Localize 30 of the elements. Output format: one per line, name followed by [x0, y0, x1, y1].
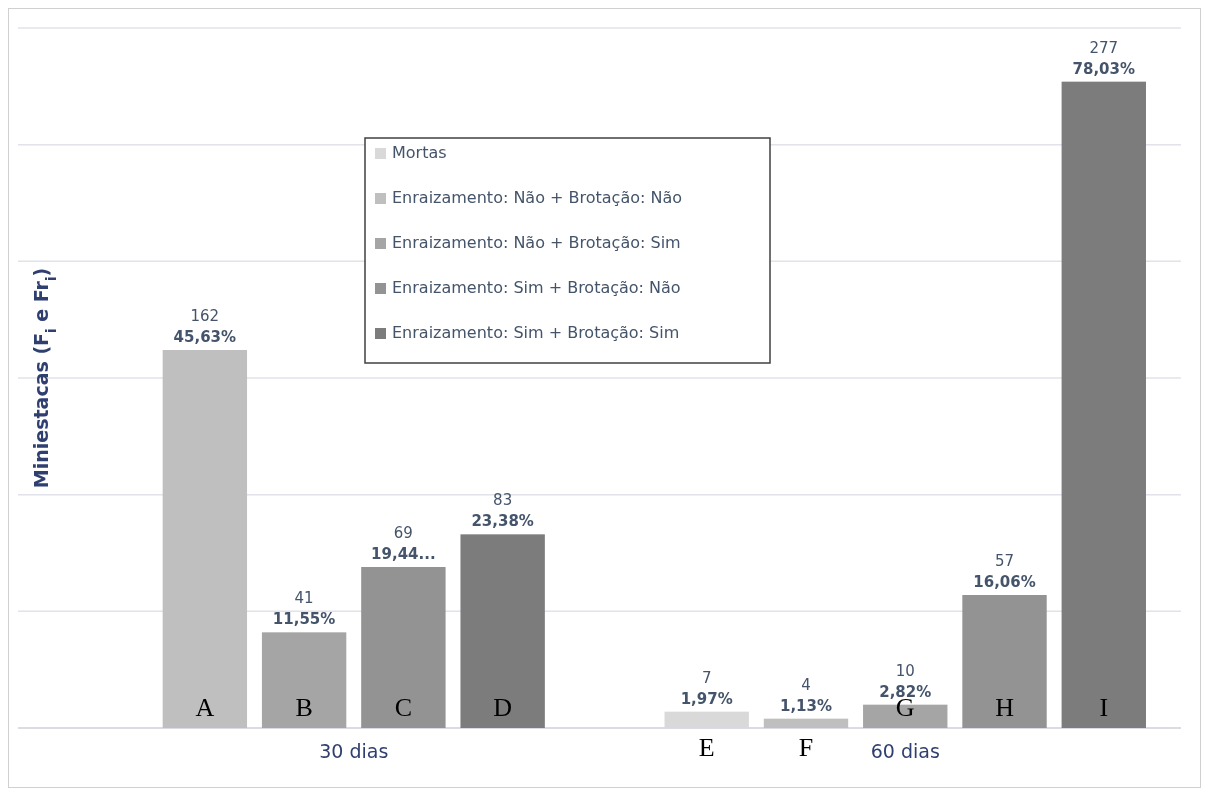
- annotation: H: [995, 693, 1015, 722]
- annotation: I: [1099, 693, 1109, 722]
- bar: [763, 718, 849, 728]
- data-label: 4 1,13%: [779, 675, 832, 715]
- legend-label: Enraizamento: Sim + Brotação: Não: [392, 278, 681, 297]
- text: E: [698, 733, 715, 762]
- annotation: A: [195, 693, 215, 722]
- legend-label: Enraizamento: Não + Brotação: Sim: [392, 233, 681, 252]
- data-label: 83 23,38%: [471, 491, 534, 531]
- legend-label: Mortas: [392, 143, 447, 162]
- bar: [1061, 81, 1146, 728]
- annotation: B: [295, 693, 313, 722]
- annotation: D: [493, 693, 513, 722]
- x-tick-label: 30 dias: [319, 740, 389, 762]
- bar: [361, 567, 446, 728]
- data-label: 41 11,55%: [272, 589, 336, 629]
- data-label: 277 78,03%: [1072, 38, 1136, 78]
- data-label: 69 19,44...: [371, 524, 436, 563]
- data-label: 162 45,63%: [173, 307, 237, 346]
- legend-label: Enraizamento: Sim + Brotação: Sim: [392, 323, 680, 342]
- text: F: [798, 733, 814, 762]
- legend-label: Enraizamento: Não + Brotação: Não: [392, 188, 683, 207]
- bar: [962, 595, 1047, 728]
- bar: [162, 350, 248, 728]
- bar: [460, 534, 545, 728]
- bar: [261, 632, 347, 728]
- data-label: 57 16,06%: [973, 552, 1036, 591]
- data-label: 7 1,97%: [680, 668, 733, 708]
- x-tick-label: 60 dias: [870, 740, 940, 762]
- annotation: C: [394, 693, 413, 722]
